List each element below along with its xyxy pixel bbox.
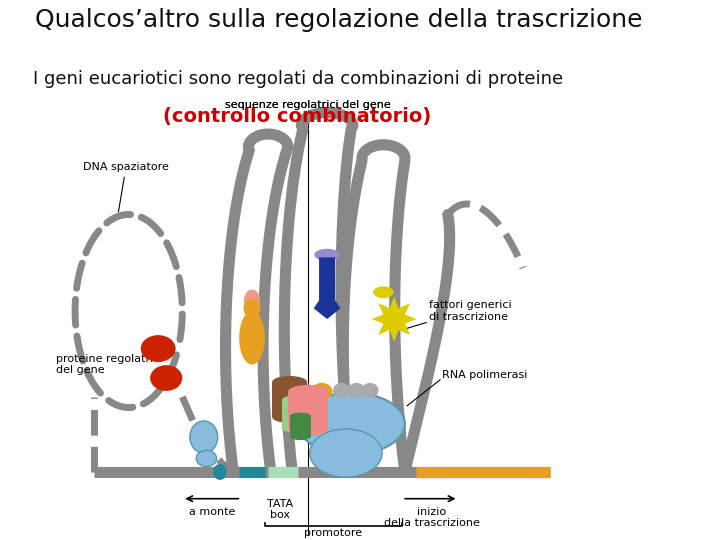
Text: sequenze regolatrici del gene: sequenze regolatrici del gene — [225, 100, 391, 110]
Ellipse shape — [272, 411, 307, 423]
Bar — [288, 392, 328, 429]
Ellipse shape — [310, 429, 382, 477]
Text: promotore: promotore — [305, 528, 363, 538]
Ellipse shape — [311, 383, 333, 400]
Text: I geni eucariotici sono regolati da combinazioni di proteine: I geni eucariotici sono regolati da comb… — [32, 70, 563, 87]
Ellipse shape — [288, 422, 328, 436]
Bar — [272, 382, 307, 417]
Bar — [289, 416, 311, 436]
Polygon shape — [314, 258, 341, 319]
Text: proteine regolatrici
del gene: proteine regolatrici del gene — [56, 354, 163, 375]
Ellipse shape — [197, 450, 217, 467]
Bar — [282, 400, 311, 428]
Ellipse shape — [272, 376, 307, 388]
Text: Qualcos’altro sulla regolazione della trascrizione: Qualcos’altro sulla regolazione della tr… — [35, 8, 642, 32]
Ellipse shape — [150, 365, 182, 391]
Ellipse shape — [288, 385, 328, 398]
Ellipse shape — [348, 383, 365, 398]
Text: inizio
della trascrizione: inizio della trascrizione — [384, 507, 480, 528]
Text: TATA
box: TATA box — [267, 499, 294, 521]
Ellipse shape — [141, 335, 176, 362]
Ellipse shape — [297, 393, 405, 455]
Ellipse shape — [282, 423, 311, 433]
Ellipse shape — [289, 433, 311, 440]
Ellipse shape — [213, 464, 227, 480]
Text: RNA polimerasi: RNA polimerasi — [442, 370, 528, 380]
Text: fattori generici
di trascrizione: fattori generici di trascrizione — [429, 300, 512, 322]
Text: a monte: a monte — [189, 507, 235, 517]
Text: (controllo combinatorio): (controllo combinatorio) — [163, 107, 432, 126]
Ellipse shape — [244, 289, 260, 311]
Ellipse shape — [239, 311, 265, 364]
Text: DNA spaziatore: DNA spaziatore — [83, 161, 169, 212]
Ellipse shape — [361, 383, 379, 398]
Text: sequenze regolatrici del gene: sequenze regolatrici del gene — [225, 100, 391, 110]
Ellipse shape — [289, 413, 311, 420]
Ellipse shape — [333, 383, 350, 398]
Polygon shape — [372, 296, 417, 342]
Ellipse shape — [314, 249, 340, 261]
Ellipse shape — [373, 286, 394, 298]
Ellipse shape — [190, 421, 217, 453]
Ellipse shape — [243, 299, 261, 318]
Ellipse shape — [282, 395, 311, 405]
